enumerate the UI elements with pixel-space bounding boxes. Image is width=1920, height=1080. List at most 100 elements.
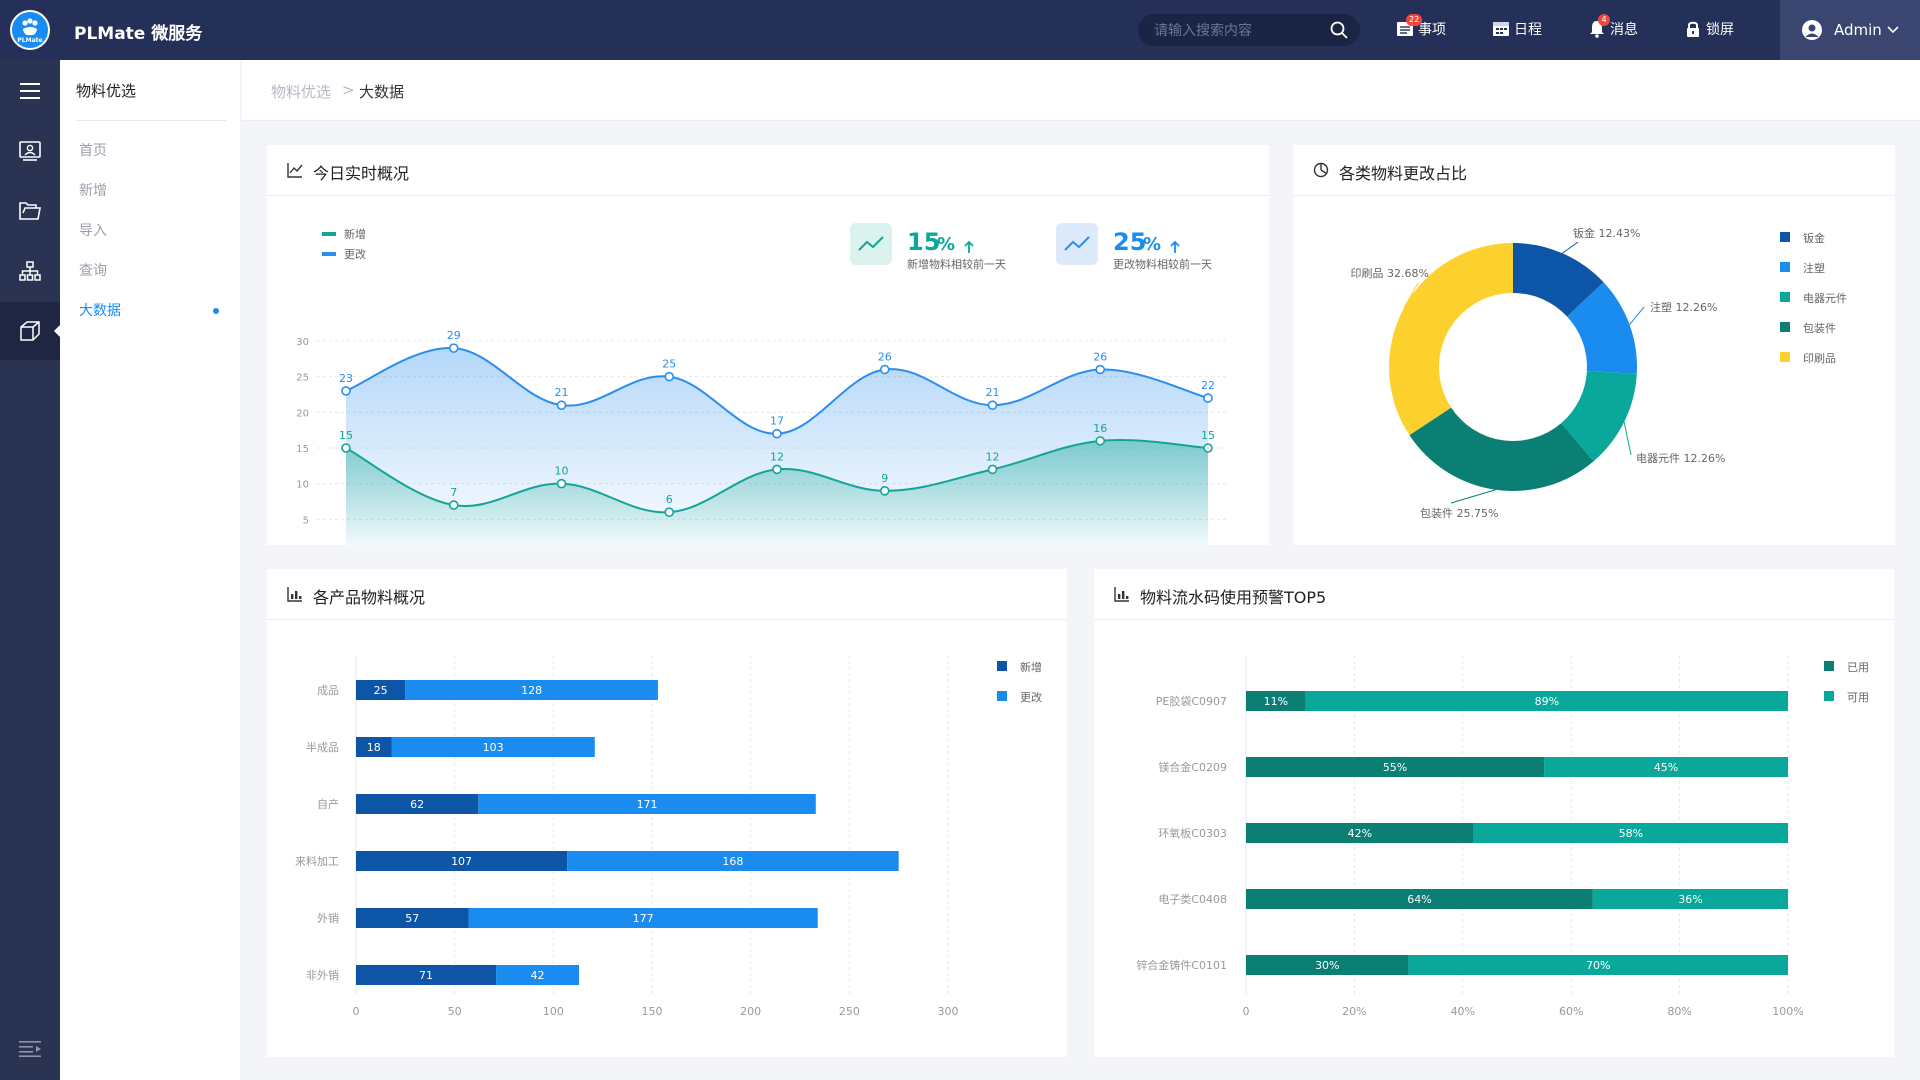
data-label-change: 23 <box>339 372 353 385</box>
user-menu[interactable]: Admin <box>1780 0 1920 60</box>
data-label-new: 16 <box>1093 422 1107 435</box>
category-label: 半成品 <box>306 740 339 754</box>
pie-slice <box>1567 282 1637 374</box>
legend-swatch <box>997 661 1007 671</box>
data-label-new: 6 <box>666 493 673 506</box>
x-tick-label: 0 <box>1243 1005 1250 1018</box>
legend-swatch <box>1780 262 1790 272</box>
x-tick-label: 0 <box>353 1005 360 1018</box>
category-label: 来料加工 <box>295 854 339 868</box>
bar-value-label: 168 <box>722 855 743 868</box>
trend-up-icon <box>858 236 884 251</box>
legend-swatch <box>997 691 1007 701</box>
bar-segment <box>1246 889 1593 909</box>
pie-slice <box>1561 371 1637 462</box>
bar-value-label: 30% <box>1315 959 1339 972</box>
pie-leader-line <box>1450 489 1496 504</box>
breadcrumb-parent[interactable]: 物料优选 <box>271 83 332 101</box>
x-tick-label: 300 <box>938 1005 959 1018</box>
y-tick-label: 25 <box>296 373 309 384</box>
x-tick-label: 150 <box>642 1005 663 1018</box>
bar-value-label: 103 <box>483 741 504 754</box>
bar-value-label: 107 <box>451 855 472 868</box>
data-point-change <box>879 364 890 375</box>
nav-messages[interactable]: 4 消息 <box>1588 14 1638 39</box>
app-logo[interactable]: PLMate <box>10 10 50 50</box>
nav-folder[interactable] <box>0 182 60 240</box>
collapse-sidebar-button[interactable] <box>0 1020 60 1078</box>
nav-materials[interactable] <box>0 302 60 360</box>
category-label: 电子类C0408 <box>1158 892 1227 906</box>
stat-new-unit: % <box>937 234 955 255</box>
nav-todo[interactable]: 22 事项 <box>1396 14 1446 39</box>
breadcrumb: 物料优选 > 大数据 <box>242 60 1920 121</box>
pie-slice-label: 注塑 12.26% <box>1650 300 1717 314</box>
legend-label-new: 新增 <box>344 227 366 241</box>
bar-segment <box>1246 691 1306 711</box>
search-input[interactable] <box>1152 14 1326 48</box>
data-point-change <box>1095 364 1106 375</box>
submenu-item-bigdata[interactable]: 大数据 <box>79 303 121 319</box>
legend-label: 可用 <box>1847 691 1869 704</box>
realtime-panel-header: 今日实时概况 <box>267 145 1269 196</box>
submenu-item-home[interactable]: 首页 <box>79 143 107 159</box>
avatar <box>1802 20 1822 40</box>
bar-value-label: 71 <box>419 969 433 982</box>
bar-segment <box>405 680 658 700</box>
area-new <box>346 439 1208 545</box>
bar-value-label: 18 <box>367 741 381 754</box>
data-label-new: 10 <box>555 465 569 478</box>
bar-segment <box>496 965 579 985</box>
legend-label: 包装件 <box>1803 322 1836 335</box>
legend-swatch-new <box>322 232 336 236</box>
stat-new-icon-bg <box>850 223 892 265</box>
warning-panel-title: 物料流水码使用预警TOP5 <box>1140 588 1327 607</box>
data-point-new <box>987 464 998 475</box>
data-point-new <box>1203 443 1213 453</box>
pie-panel: 各类物料更改占比 钣金 12.43% 钣金 注塑 12.26% 注塑 电器元件 12.2… <box>1293 145 1895 545</box>
hamburger-icon <box>20 83 40 99</box>
data-point-new <box>448 500 459 510</box>
nav-schedule-label: 日程 <box>1514 22 1542 38</box>
bar-segment <box>391 737 595 757</box>
nav-org[interactable] <box>0 242 60 300</box>
x-tick-label: 80% <box>1667 1005 1691 1018</box>
active-indicator-dot <box>213 308 219 314</box>
line-chart-icon <box>287 163 303 178</box>
nav-schedule[interactable]: 日程 <box>1492 19 1542 39</box>
bar-segment <box>1473 823 1788 843</box>
search-icon[interactable] <box>1330 21 1348 39</box>
bar-value-label: 171 <box>637 798 658 811</box>
messages-badge: 4 <box>1598 14 1610 26</box>
app-name: PLMate 微服务 <box>74 24 203 44</box>
active-caret <box>54 325 60 337</box>
chevron-down-icon <box>1887 26 1899 34</box>
pie-panel-header: 各类物料更改占比 <box>1293 145 1895 196</box>
menu-toggle-button[interactable] <box>0 62 60 120</box>
realtime-line-chart: 新增 更改 15 % 新增物料相较前一天 25 % 更改物料相较前一天 0510… <box>296 223 1227 545</box>
submenu-item-query[interactable]: 查询 <box>79 263 107 279</box>
y-tick-label: 15 <box>296 444 309 455</box>
products-bar-chart: 0 50 100 150 200 250 300 成品 25 128 半成品 18 103 自产 62 171… <box>295 655 1042 1018</box>
data-label-change: 21 <box>986 386 1000 399</box>
contact-card-icon <box>19 141 41 161</box>
y-tick-label: 10 <box>296 480 309 491</box>
nav-lock[interactable]: 锁屏 <box>1684 19 1734 39</box>
bar-segment <box>1544 757 1788 777</box>
bar-value-label: 11% <box>1264 695 1288 708</box>
nav-lock-label: 锁屏 <box>1706 22 1734 38</box>
y-tick-label: 20 <box>296 408 309 419</box>
submenu-item-new[interactable]: 新增 <box>79 183 107 199</box>
legend-swatch-change <box>322 252 336 256</box>
nav-profile[interactable] <box>0 122 60 180</box>
products-panel-header: 各产品物料概况 <box>267 569 1067 620</box>
submenu-item-import[interactable]: 导入 <box>79 223 107 239</box>
data-point-change <box>448 343 459 353</box>
bar-segment <box>356 851 568 871</box>
data-point-change <box>341 386 351 396</box>
bar-segment <box>356 794 479 814</box>
bar-value-label: 57 <box>405 912 419 925</box>
data-label-new: 9 <box>881 472 888 485</box>
warning-panel-header: 物料流水码使用预警TOP5 <box>1094 569 1894 620</box>
bar-segment <box>1246 757 1545 777</box>
